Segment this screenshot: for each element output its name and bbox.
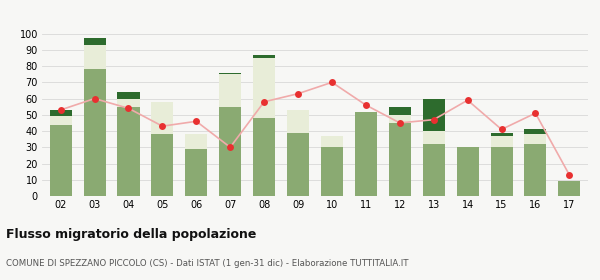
Bar bbox=[253, 58, 275, 118]
Bar bbox=[524, 129, 547, 134]
Bar bbox=[389, 107, 411, 115]
Bar bbox=[185, 134, 208, 149]
Bar bbox=[524, 144, 547, 196]
Bar bbox=[491, 147, 512, 196]
Bar bbox=[457, 147, 479, 196]
Bar bbox=[287, 110, 309, 133]
Bar bbox=[50, 125, 71, 196]
Bar bbox=[151, 134, 173, 196]
Bar bbox=[389, 123, 411, 196]
Bar bbox=[491, 136, 512, 147]
Text: COMUNE DI SPEZZANO PICCOLO (CS) - Dati ISTAT (1 gen-31 dic) - Elaborazione TUTTI: COMUNE DI SPEZZANO PICCOLO (CS) - Dati I… bbox=[6, 259, 409, 268]
Bar bbox=[219, 74, 241, 107]
Bar bbox=[219, 73, 241, 74]
Bar bbox=[422, 144, 445, 196]
Text: Flusso migratorio della popolazione: Flusso migratorio della popolazione bbox=[6, 228, 256, 241]
Bar bbox=[118, 107, 139, 196]
Bar bbox=[491, 133, 512, 136]
Bar bbox=[185, 149, 208, 196]
Bar bbox=[524, 134, 547, 144]
Bar bbox=[83, 69, 106, 196]
Bar bbox=[118, 92, 139, 99]
Bar bbox=[389, 115, 411, 123]
Bar bbox=[83, 38, 106, 45]
Bar bbox=[287, 133, 309, 196]
Bar bbox=[219, 107, 241, 196]
Bar bbox=[253, 118, 275, 196]
Bar bbox=[321, 136, 343, 147]
Bar bbox=[118, 99, 139, 107]
Bar bbox=[321, 147, 343, 196]
Bar bbox=[83, 45, 106, 69]
Bar bbox=[422, 131, 445, 144]
Bar bbox=[253, 55, 275, 58]
Bar bbox=[355, 111, 377, 196]
Bar bbox=[559, 181, 580, 196]
Bar bbox=[151, 102, 173, 134]
Bar bbox=[422, 99, 445, 131]
Bar bbox=[50, 116, 71, 125]
Bar bbox=[50, 110, 71, 116]
